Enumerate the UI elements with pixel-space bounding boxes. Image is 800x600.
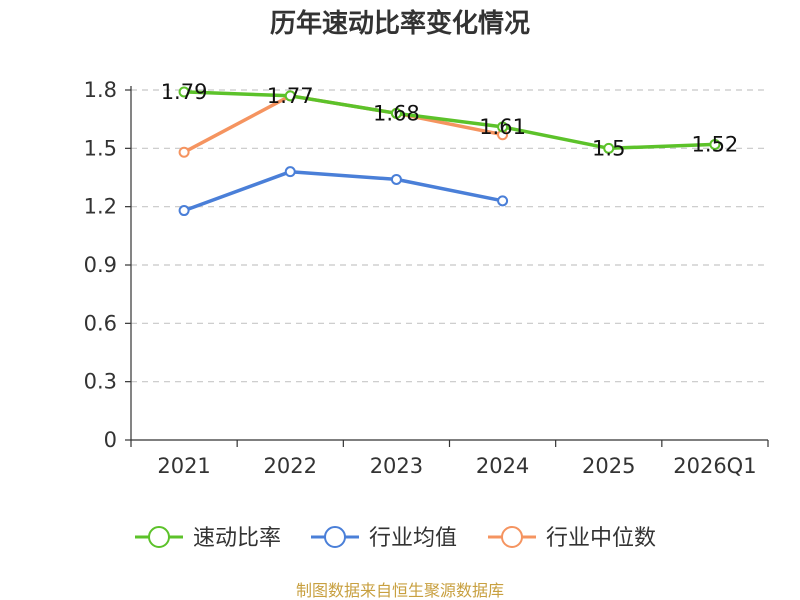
data-point [390, 107, 402, 119]
legend-item-1[interactable]: 行业均值 [311, 526, 457, 551]
legend-label: 行业均值 [369, 526, 457, 551]
legend-label: 速动比率 [193, 526, 281, 551]
legend-swatch-marker [148, 526, 170, 548]
data-label: 1.77 [267, 84, 314, 108]
x-tick-label: 2024 [476, 454, 529, 478]
data-label: 1.68 [373, 101, 420, 125]
legend: 速动比率 行业均值 行业中位数 [135, 526, 656, 551]
series-line-0 [182, 90, 717, 151]
data-point [390, 173, 402, 185]
data-point [497, 121, 509, 133]
chart-title: 历年速动比率变化情况 [270, 8, 530, 39]
legend-label: 行业中位数 [546, 526, 656, 551]
data-label: 1.52 [692, 132, 739, 156]
y-tick-label: 1.5 [84, 136, 117, 160]
legend-item-2[interactable]: 行业中位数 [488, 526, 656, 551]
data-point [284, 90, 296, 102]
data-label: 1.61 [479, 115, 526, 139]
y-tick-label: 1.2 [84, 195, 117, 219]
data-label: 1.79 [161, 80, 208, 104]
source-note: 制图数据来自恒生聚源数据库 [296, 581, 504, 600]
y-tick-label: 0.6 [84, 311, 117, 335]
y-tick-label: 0.3 [84, 370, 117, 394]
data-point [603, 142, 615, 154]
legend-item-0[interactable]: 速动比率 [135, 526, 281, 551]
legend-swatch-marker [501, 526, 523, 548]
data-label: 1.5 [592, 136, 625, 160]
series [178, 86, 721, 217]
data-point [709, 138, 721, 150]
y-tick-label: 1.8 [84, 78, 117, 102]
data-point [178, 86, 190, 98]
data-point [178, 146, 190, 158]
axes: 0 0.3 0.6 0.9 1.2 1.5 1.8 2021 2022 2023 2024 2025 2… [84, 78, 769, 478]
legend-swatch-marker [324, 526, 346, 548]
y-tick-label: 0 [104, 428, 117, 452]
data-point [497, 195, 509, 207]
series-line-1 [182, 169, 505, 213]
x-tick-label: 2021 [157, 454, 210, 478]
data-point [284, 166, 296, 178]
data-point [178, 205, 190, 217]
data-labels: 1.79 1.77 1.68 1.61 1.5 1.52 [161, 80, 739, 160]
x-tick-label: 2022 [264, 454, 317, 478]
gridlines [131, 89, 768, 383]
y-tick-label: 0.9 [84, 253, 117, 277]
x-tick-label: 2023 [370, 454, 423, 478]
x-tick-label: 2026Q1 [673, 454, 756, 478]
x-tick-label: 2025 [582, 454, 635, 478]
